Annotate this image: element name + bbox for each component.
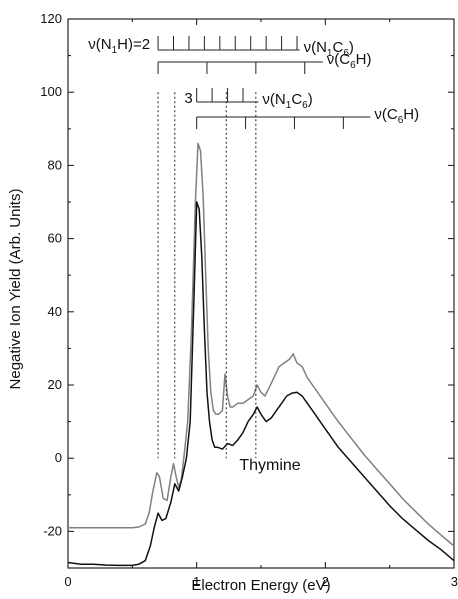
y-tick-label: 20 [48, 377, 62, 392]
x-tick-label: 3 [451, 574, 458, 589]
y-axis-label: Negative Ion Yield (Arb. Units) [7, 189, 24, 390]
x-tick-label: 0 [64, 574, 71, 589]
y-tick-label: 80 [48, 157, 62, 172]
y-tick-label: 40 [48, 304, 62, 319]
series-lower-curve [67, 201, 455, 567]
y-tick-label: -20 [43, 523, 62, 538]
y-tick-label: 60 [48, 231, 62, 246]
progression-end-label: ν(C6H) [374, 106, 419, 126]
progression-end-label: ν(N1C6) [304, 39, 354, 59]
series-upper-curve [68, 142, 455, 547]
progression-end-label: ν(C6H) [327, 51, 372, 71]
y-tick-label: 0 [55, 450, 62, 465]
y-tick-label: 100 [40, 84, 62, 99]
annotation-thymine: Thymine [239, 457, 300, 474]
annotations: ν(N1C6)ν(N1H)=2ν(C6H)ν(N1C6)3ν(C6H) [88, 36, 419, 459]
x-axis-label: Electron Energy (eV) [191, 577, 330, 594]
curves [67, 142, 455, 567]
axes: -20 0 20 40 60 80 100 120 0 1 2 3 [40, 11, 458, 589]
x-tick-label: 2 [322, 574, 329, 589]
progression-label: ν(N1H)=2 [88, 36, 150, 56]
progression-end-label: ν(N1C6) [262, 91, 312, 111]
y-tick-label: 120 [40, 11, 62, 26]
progression-label: 3 [184, 90, 192, 107]
plot-frame [67, 18, 455, 569]
x-tick-label: 1 [193, 574, 200, 589]
